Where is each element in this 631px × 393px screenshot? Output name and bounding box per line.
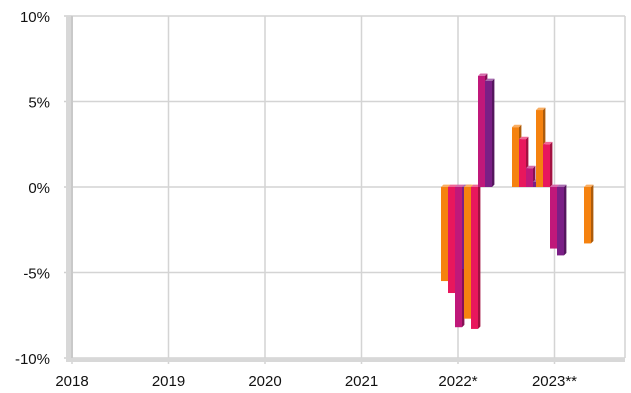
x-tick-label: 2020 [248, 373, 281, 388]
bar [519, 139, 526, 187]
bar-top [543, 141, 553, 145]
bar [543, 144, 550, 187]
x-axis-floor [66, 358, 625, 362]
bars [441, 73, 594, 329]
bar-top [526, 165, 536, 169]
x-tick-label: 2023** [532, 373, 577, 388]
bar-top [478, 73, 488, 76]
x-tick-label: 2018 [55, 373, 88, 388]
bar-top [441, 184, 451, 187]
x-tick-label: 2021 [345, 373, 378, 388]
axes [64, 15, 625, 362]
bar [526, 168, 533, 187]
y-tick-label: 10% [20, 9, 50, 26]
bar-top [584, 184, 594, 187]
bar [464, 187, 471, 319]
bar [455, 187, 462, 328]
bar-side [550, 141, 553, 187]
bar [557, 187, 564, 256]
bar-side [564, 184, 567, 256]
bar [512, 127, 519, 187]
bar-side [492, 78, 495, 187]
bar-top [455, 184, 465, 187]
x-tick-label: 2019 [152, 373, 185, 388]
bar-top [485, 78, 495, 81]
bar-side [591, 184, 594, 244]
y-tick-label: 5% [28, 95, 50, 112]
y-tick-label: -10% [15, 351, 50, 368]
bar [478, 75, 485, 187]
bar [550, 187, 557, 249]
bar-top [448, 184, 458, 187]
grid [71, 15, 626, 364]
bar [441, 187, 448, 282]
bar [584, 187, 591, 244]
bar [448, 187, 455, 294]
y-axis-wall [66, 16, 71, 362]
bar [471, 187, 478, 329]
bar-top [464, 184, 474, 187]
bar-top [557, 184, 567, 187]
y-tick-label: -5% [23, 266, 50, 283]
x-tick-label: 2022* [438, 373, 477, 388]
bar-side [478, 184, 481, 329]
y-tick-label: 0% [28, 180, 50, 197]
tick-labels: -10% -5% 0% 5% 10% 2018 2019 2020 2021 2022* 2023*… [15, 9, 577, 390]
bar-top [536, 107, 546, 111]
bar [485, 80, 492, 187]
bar-top [512, 124, 522, 128]
bar-top [519, 136, 529, 140]
bar [536, 110, 543, 187]
bar-top [550, 184, 560, 187]
